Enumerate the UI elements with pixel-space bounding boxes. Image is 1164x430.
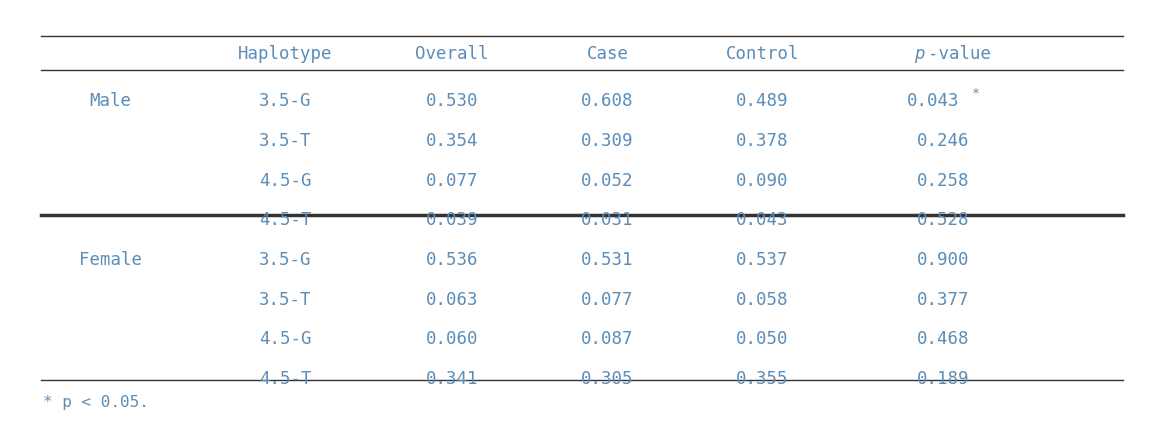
Text: Control: Control bbox=[725, 45, 800, 63]
Text: -value: -value bbox=[928, 45, 991, 63]
Text: * p < 0.05.: * p < 0.05. bbox=[43, 395, 149, 409]
Text: 0.258: 0.258 bbox=[916, 171, 970, 189]
Text: 0.537: 0.537 bbox=[736, 250, 789, 268]
Text: 0.052: 0.052 bbox=[581, 171, 634, 189]
Text: 0.039: 0.039 bbox=[425, 211, 478, 229]
Text: Male: Male bbox=[90, 92, 132, 110]
Text: 0.043: 0.043 bbox=[736, 211, 789, 229]
Text: Overall: Overall bbox=[414, 45, 489, 63]
Text: 0.060: 0.060 bbox=[425, 329, 478, 347]
Text: 0.528: 0.528 bbox=[916, 211, 970, 229]
Text: 0.031: 0.031 bbox=[581, 211, 634, 229]
Text: 0.377: 0.377 bbox=[916, 290, 970, 308]
Text: 0.043: 0.043 bbox=[907, 92, 960, 110]
Text: 0.058: 0.058 bbox=[736, 290, 789, 308]
Text: 0.246: 0.246 bbox=[916, 132, 970, 150]
Text: Case: Case bbox=[587, 45, 629, 63]
Text: 0.077: 0.077 bbox=[425, 171, 478, 189]
Text: 0.536: 0.536 bbox=[425, 250, 478, 268]
Text: 3.5-G: 3.5-G bbox=[258, 92, 312, 110]
Text: 0.355: 0.355 bbox=[736, 369, 789, 387]
Text: 0.077: 0.077 bbox=[581, 290, 634, 308]
Text: 0.305: 0.305 bbox=[581, 369, 634, 387]
Text: 0.087: 0.087 bbox=[581, 329, 634, 347]
Text: 0.309: 0.309 bbox=[581, 132, 634, 150]
Text: 0.050: 0.050 bbox=[736, 329, 789, 347]
Text: 4.5-T: 4.5-T bbox=[258, 211, 312, 229]
Text: 0.189: 0.189 bbox=[916, 369, 970, 387]
Text: 0.900: 0.900 bbox=[916, 250, 970, 268]
Text: Female: Female bbox=[79, 250, 142, 268]
Text: 4.5-G: 4.5-G bbox=[258, 171, 312, 189]
Text: 0.530: 0.530 bbox=[425, 92, 478, 110]
Text: p: p bbox=[914, 45, 924, 63]
Text: 0.489: 0.489 bbox=[736, 92, 789, 110]
Text: 3.5-G: 3.5-G bbox=[258, 250, 312, 268]
Text: 0.354: 0.354 bbox=[425, 132, 478, 150]
Text: 4.5-G: 4.5-G bbox=[258, 329, 312, 347]
Text: Haplotype: Haplotype bbox=[237, 45, 333, 63]
Text: 0.063: 0.063 bbox=[425, 290, 478, 308]
Text: 0.468: 0.468 bbox=[916, 329, 970, 347]
Text: 0.090: 0.090 bbox=[736, 171, 789, 189]
Text: *: * bbox=[972, 87, 979, 100]
Text: 0.341: 0.341 bbox=[425, 369, 478, 387]
Text: 3.5-T: 3.5-T bbox=[258, 132, 312, 150]
Text: 0.378: 0.378 bbox=[736, 132, 789, 150]
Text: 0.531: 0.531 bbox=[581, 250, 634, 268]
Text: 3.5-T: 3.5-T bbox=[258, 290, 312, 308]
Text: 0.608: 0.608 bbox=[581, 92, 634, 110]
Text: 4.5-T: 4.5-T bbox=[258, 369, 312, 387]
